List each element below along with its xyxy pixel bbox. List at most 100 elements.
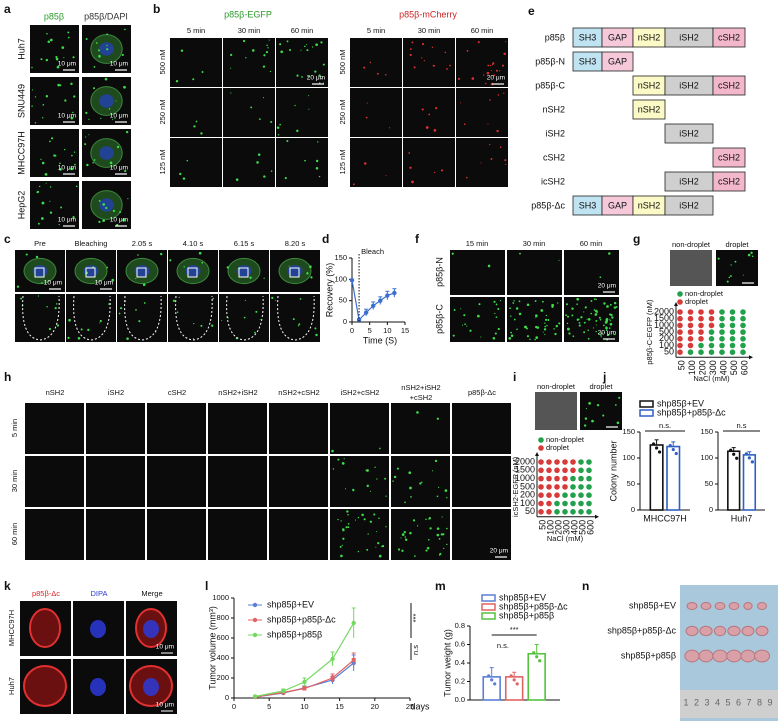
speckle: [366, 548, 369, 551]
legend-swatch: [538, 445, 544, 451]
y-tick-label: 50: [627, 479, 635, 488]
speckle: [55, 57, 59, 61]
speckle: [547, 318, 550, 322]
construct-name: icSH2: [541, 176, 565, 186]
speckle: [31, 105, 33, 107]
speckle: [263, 277, 265, 279]
speckle: [432, 64, 435, 67]
speckle: [609, 303, 612, 306]
speckle: [613, 306, 617, 309]
speckle: [558, 322, 561, 325]
speckle: [585, 407, 587, 410]
speckle: [320, 41, 323, 44]
row-label: 250 nM: [158, 99, 167, 124]
speckle: [376, 72, 379, 75]
annotation: Bleach: [361, 247, 384, 256]
tumor: [699, 625, 713, 637]
micrograph: [147, 456, 206, 507]
cell: [29, 608, 61, 648]
micrograph: [276, 88, 328, 137]
speckle: [176, 311, 179, 313]
speckle: [179, 172, 182, 176]
phase-dot: [729, 336, 736, 342]
domain: [712, 75, 746, 96]
speckle: [286, 140, 289, 143]
speckle: [378, 554, 382, 558]
speckle: [419, 482, 422, 485]
y-tick-label: 500: [520, 481, 535, 491]
speckle: [288, 265, 290, 267]
speckle: [593, 298, 596, 301]
speckle: [279, 123, 281, 126]
speckle: [365, 469, 367, 472]
scale-bar-label: 10 μm: [58, 165, 76, 172]
speckle: [751, 255, 754, 258]
speckle: [590, 300, 593, 302]
speckle: [453, 309, 456, 311]
speckle: [553, 328, 555, 330]
phase-dot: [687, 349, 694, 356]
micrograph: [276, 38, 328, 87]
speckle: [492, 336, 496, 340]
phase-dot: [586, 492, 592, 499]
speckle: [374, 466, 376, 468]
phase-dot: [698, 336, 704, 342]
bar: [666, 445, 681, 511]
speckle: [439, 552, 442, 555]
speckle: [613, 333, 616, 336]
micrograph: [403, 138, 455, 187]
domain-label: nSH2: [638, 104, 661, 114]
phase-dot: [708, 322, 715, 329]
speckle: [551, 303, 555, 307]
micrograph: [25, 456, 84, 507]
speckle: [496, 129, 499, 133]
phase-dot: [570, 459, 576, 465]
nucleus: [99, 94, 114, 108]
nucleus: [143, 678, 159, 696]
phase-dot: [698, 329, 704, 335]
speckle: [242, 39, 246, 43]
speckle: [256, 161, 259, 164]
speckle: [590, 312, 593, 315]
micrograph: [25, 509, 84, 560]
speckle: [304, 45, 306, 48]
roi-box: [85, 267, 96, 278]
phase-dot: [698, 349, 704, 356]
speckle: [409, 53, 412, 57]
tumor: [743, 602, 753, 610]
y-tick-label: 150: [334, 253, 347, 262]
domain-label: iSH2: [679, 80, 699, 90]
speckle: [388, 127, 391, 129]
scale-bar-label: 10 μm: [156, 702, 174, 709]
speckle: [85, 136, 87, 138]
point: [363, 310, 369, 315]
speckle: [536, 326, 540, 329]
speckle: [297, 325, 300, 327]
panel-label: d: [322, 232, 329, 246]
speckle: [429, 527, 432, 530]
speckle: [121, 53, 124, 57]
speckle: [576, 297, 580, 301]
phase-dot: [538, 492, 544, 499]
axis-title: Recovery (%): [324, 263, 334, 318]
construct-name: cSH2: [543, 152, 565, 162]
speckle: [344, 488, 347, 490]
speckle: [352, 183, 355, 186]
replicate: [490, 678, 494, 682]
speckle: [49, 140, 51, 143]
domain-label: GAP: [608, 56, 627, 66]
speckle: [444, 489, 448, 492]
legend-marker: [252, 602, 258, 608]
phase-dot: [687, 329, 694, 335]
replicate: [535, 655, 539, 659]
speckle: [98, 54, 101, 58]
column-label: 60 min: [471, 26, 494, 35]
speckle: [431, 46, 434, 48]
point: [281, 688, 286, 694]
panel-title: p85β-mCherry: [399, 9, 457, 19]
speckle: [31, 89, 34, 91]
micrograph: [223, 38, 275, 87]
speckle: [57, 83, 61, 87]
speckle: [471, 77, 475, 80]
speckle: [366, 484, 370, 488]
